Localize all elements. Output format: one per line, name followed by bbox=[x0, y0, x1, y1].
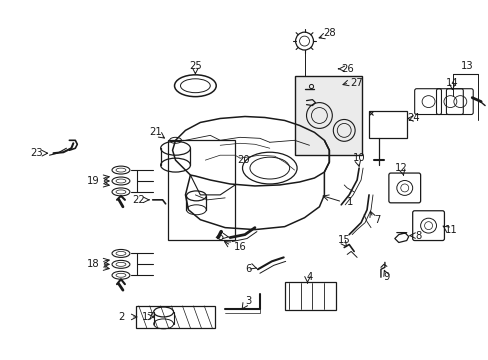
Text: 15: 15 bbox=[337, 234, 350, 244]
Text: 6: 6 bbox=[244, 264, 251, 274]
Text: 17: 17 bbox=[142, 312, 155, 322]
Text: 4: 4 bbox=[306, 272, 312, 282]
Text: 10: 10 bbox=[352, 153, 365, 163]
Text: 7: 7 bbox=[373, 215, 379, 225]
Text: 13: 13 bbox=[460, 61, 472, 71]
Bar bbox=[368, 111, 406, 138]
Text: 28: 28 bbox=[323, 28, 335, 38]
Text: 19: 19 bbox=[87, 176, 100, 186]
Text: 1: 1 bbox=[346, 197, 353, 207]
Text: 25: 25 bbox=[189, 61, 202, 71]
Text: 12: 12 bbox=[394, 163, 407, 173]
Text: 5: 5 bbox=[217, 231, 223, 242]
Bar bbox=[136, 306, 215, 328]
Text: 11: 11 bbox=[444, 225, 457, 235]
Bar bbox=[284, 282, 336, 310]
Text: 20: 20 bbox=[237, 155, 250, 165]
Bar bbox=[167, 140, 235, 239]
Text: 18: 18 bbox=[87, 259, 99, 269]
Text: 3: 3 bbox=[244, 296, 250, 306]
Text: 26: 26 bbox=[340, 64, 353, 74]
Text: 24: 24 bbox=[407, 113, 419, 123]
Text: 8: 8 bbox=[415, 230, 421, 240]
Text: 2: 2 bbox=[118, 312, 124, 322]
Text: 21: 21 bbox=[149, 127, 162, 138]
Text: 16: 16 bbox=[233, 243, 246, 252]
Text: 27: 27 bbox=[350, 78, 363, 88]
Bar bbox=[294, 76, 361, 155]
Text: 23: 23 bbox=[30, 148, 43, 158]
Text: 9: 9 bbox=[383, 272, 389, 282]
Text: 22: 22 bbox=[132, 195, 145, 205]
Text: 14: 14 bbox=[445, 78, 458, 88]
